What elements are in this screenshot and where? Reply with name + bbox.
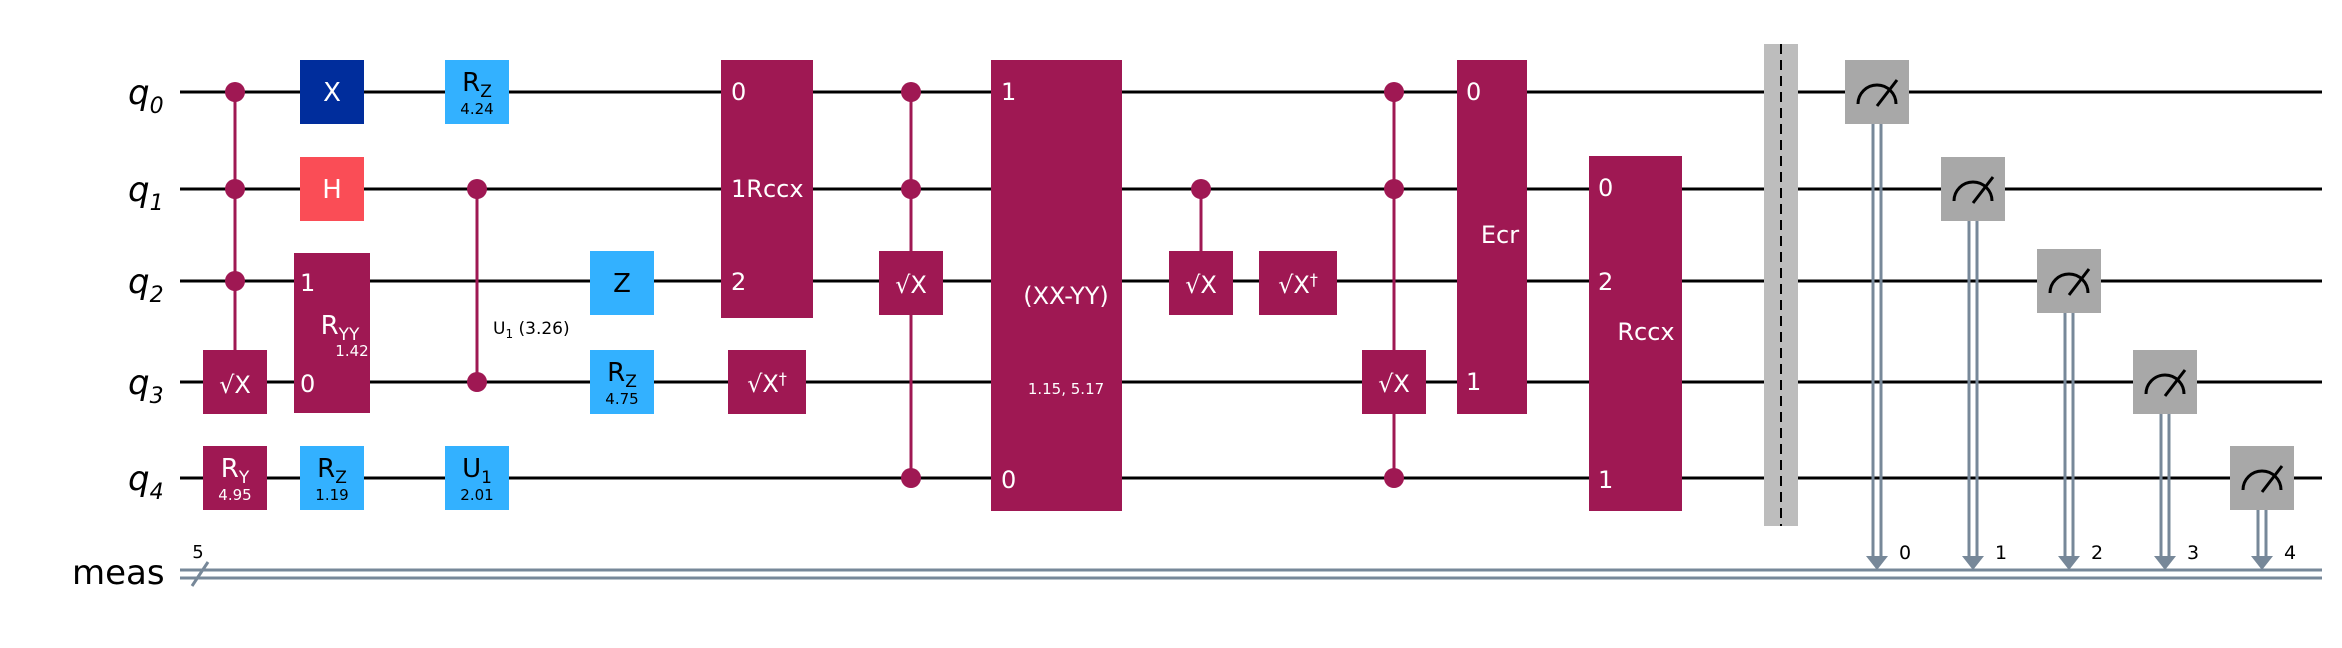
svg-text:1.19: 1.19 [315, 486, 348, 504]
svg-text:0: 0 [731, 78, 746, 106]
mcsx-gate-2: √X [879, 82, 943, 488]
ryy-label: RYY [321, 311, 360, 345]
label-q4: q4 [128, 459, 164, 505]
h-gate: H [300, 157, 364, 221]
control-dot [1384, 179, 1404, 199]
meter-icon [1952, 180, 1994, 202]
cu1-label: U1 (3.26) [493, 319, 570, 341]
svg-text:RZ: RZ [607, 358, 637, 392]
svg-text:4.75: 4.75 [605, 390, 638, 408]
classical-wire: 5 [180, 542, 2322, 587]
label-q1: q1 [128, 170, 164, 216]
wire-labels: q0 q1 q2 q3 q4 meas [72, 73, 165, 593]
svg-text:2: 2 [1598, 268, 1613, 296]
control-dot [901, 179, 921, 199]
svg-text:2.01: 2.01 [460, 486, 493, 504]
measurement-q3: 3 [2133, 350, 2199, 570]
rccx-gate-1: 0 1Rccx 2 [721, 60, 813, 318]
register-width-label: 5 [192, 542, 203, 563]
svg-text:√X†: √X† [1278, 270, 1318, 299]
svg-text:√X: √X [1378, 370, 1410, 398]
sx-gate-label: √X [219, 371, 251, 399]
svg-text:Ecr: Ecr [1481, 221, 1519, 249]
svg-text:0: 0 [1598, 174, 1613, 202]
control-dot [225, 271, 245, 291]
z-gate: Z [590, 251, 654, 315]
qubit-wires [180, 90, 2322, 480]
svg-text:1: 1 [1598, 466, 1613, 494]
control-dot [901, 468, 921, 488]
svg-text:X: X [323, 78, 341, 108]
ry-gate: RY 4.95 [203, 446, 267, 510]
label-q2: q2 [128, 262, 164, 308]
clbit-index-1: 1 [1995, 542, 2007, 564]
ecr-gate: 0 Ecr 1 [1457, 60, 1527, 414]
bus-slash [190, 561, 210, 587]
svg-text:Rccx: Rccx [1617, 318, 1674, 346]
control-dot [901, 82, 921, 102]
sxdg-gate-2: √X† [1259, 251, 1337, 315]
cu1-gate: U1 (3.26) [467, 179, 570, 392]
svg-text:√X†: √X† [747, 369, 787, 398]
control-dot [467, 372, 487, 392]
sx-gate-box [203, 350, 267, 414]
u1-gate: U1 2.01 [445, 446, 509, 510]
svg-text:0: 0 [1001, 466, 1016, 494]
sxdg-gate-1: √X† [728, 350, 806, 414]
svg-text:H: H [322, 175, 342, 205]
ryy-port-top: 1 [300, 269, 315, 297]
svg-text:RZ: RZ [317, 454, 347, 488]
xx-minus-yy-gate: 1 (XX-YY) 1.15, 5.17 0 [991, 60, 1122, 511]
measurement-q2: 2 [2037, 249, 2103, 570]
control-dot [225, 82, 245, 102]
svg-text:(XX-YY): (XX-YY) [1023, 282, 1109, 310]
svg-text:RZ: RZ [462, 68, 492, 102]
label-meas: meas [72, 553, 165, 593]
svg-text:1.15, 5.17: 1.15, 5.17 [1028, 380, 1104, 398]
control-dot [1384, 468, 1404, 488]
control-dot [225, 179, 245, 199]
control-dot [467, 179, 487, 199]
svg-text:0: 0 [1466, 78, 1481, 106]
clbit-index-2: 2 [2091, 542, 2103, 564]
ry-param: 4.95 [218, 486, 251, 504]
rz-gate-q4: RZ 1.19 [300, 446, 364, 510]
barrier [1764, 44, 1798, 526]
svg-text:1: 1 [1466, 368, 1481, 396]
label-q3: q3 [128, 363, 164, 409]
clbit-index-0: 0 [1899, 542, 1911, 564]
label-q0: q0 [128, 73, 164, 119]
meter-icon [1856, 83, 1898, 105]
x-gate: X [300, 60, 364, 124]
svg-text:1Rccx: 1Rccx [731, 175, 804, 203]
control-dot [1384, 82, 1404, 102]
svg-text:1: 1 [1001, 78, 1016, 106]
svg-text:RY: RY [221, 454, 250, 488]
svg-text:√X: √X [895, 271, 927, 299]
rccx-gate-2: 0 2 Rccx 1 [1589, 156, 1682, 511]
svg-text:Z: Z [613, 269, 631, 299]
control-dot [1191, 179, 1211, 199]
ryy-port-bottom: 0 [300, 370, 315, 398]
meter-icon [2048, 272, 2090, 294]
svg-text:2: 2 [731, 268, 746, 296]
svg-text:U1: U1 [462, 454, 492, 488]
svg-text:4.24: 4.24 [460, 100, 493, 118]
mcsx-gate-1: √X [203, 82, 267, 414]
ryy-param: 1.42 [335, 342, 368, 360]
measurement-q1: 1 [1941, 157, 2007, 570]
clbit-index-3: 3 [2187, 542, 2199, 564]
ryy-gate: 1 RYY 1.42 0 [294, 253, 370, 413]
measurement-q4: 4 [2230, 446, 2296, 570]
mcsx-gate-4: √X [1362, 82, 1426, 488]
measurement-q0: 0 [1845, 60, 1911, 570]
rz-gate-q3: RZ 4.75 [590, 350, 654, 414]
svg-text:√X: √X [1185, 271, 1217, 299]
csx-gate-3: √X [1169, 179, 1233, 315]
meter-icon [2241, 469, 2283, 491]
rz-gate-q0: RZ 4.24 [445, 60, 509, 124]
clbit-index-4: 4 [2284, 542, 2296, 564]
meter-icon [2144, 373, 2186, 395]
